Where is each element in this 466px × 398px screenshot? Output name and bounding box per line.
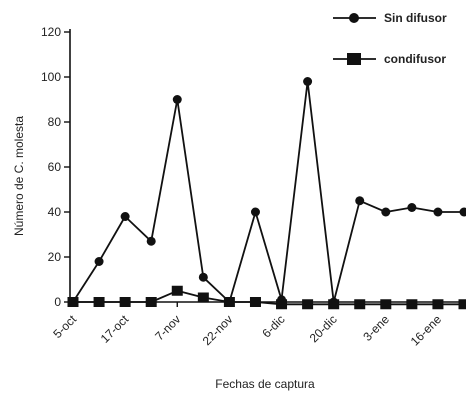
x-axis-title: Fechas de captura bbox=[215, 377, 315, 391]
legend-item: Sin difusor bbox=[333, 11, 447, 25]
data-point bbox=[198, 272, 208, 282]
legend-item: condifusor bbox=[333, 52, 446, 66]
series-layer bbox=[67, 77, 466, 310]
data-point bbox=[120, 212, 130, 221]
x-tick-label: 20-dic bbox=[307, 312, 340, 345]
x-axis: 5-oct 17-oct 7-nov 22-nov 6-dic 20-dic 3-ene 16… bbox=[50, 301, 466, 349]
data-point bbox=[302, 299, 314, 310]
data-point bbox=[171, 285, 183, 296]
x-tick-label: 16-ene bbox=[408, 312, 445, 349]
data-point bbox=[432, 299, 444, 310]
data-point bbox=[406, 299, 418, 310]
y-tick-label: 60 bbox=[48, 160, 62, 174]
x-tick-label: 6-dic bbox=[259, 312, 287, 340]
legend-marker bbox=[347, 53, 361, 65]
data-point bbox=[381, 207, 391, 217]
data-point bbox=[355, 196, 365, 206]
data-point bbox=[197, 292, 209, 303]
data-point bbox=[276, 299, 288, 310]
series-line bbox=[73, 289, 464, 306]
data-point bbox=[223, 297, 235, 307]
x-tick-label: 7-nov bbox=[152, 312, 183, 343]
data-point bbox=[380, 299, 392, 310]
data-point bbox=[119, 297, 131, 307]
data-point bbox=[458, 299, 466, 310]
series-2 bbox=[67, 285, 466, 310]
y-tick-label: 20 bbox=[48, 250, 62, 264]
data-point bbox=[146, 236, 156, 246]
data-point bbox=[433, 207, 443, 217]
data-point bbox=[93, 297, 105, 307]
legend-label: Sin difusor bbox=[384, 11, 447, 25]
y-tick-label: 40 bbox=[48, 205, 62, 219]
data-point bbox=[94, 257, 104, 266]
data-point bbox=[328, 299, 340, 310]
series-line bbox=[72, 80, 464, 303]
data-point bbox=[407, 203, 417, 212]
legend-marker bbox=[349, 13, 359, 23]
x-tick-label: 5-oct bbox=[50, 312, 79, 341]
y-tick-label: 120 bbox=[41, 25, 61, 39]
data-point bbox=[303, 77, 313, 86]
x-tick-label: 3-ene bbox=[360, 312, 392, 344]
data-point bbox=[354, 299, 366, 310]
data-point bbox=[249, 297, 261, 307]
y-axis-title: Número de C. molesta bbox=[12, 116, 26, 236]
legend-label: condifusor bbox=[384, 52, 446, 66]
data-point bbox=[459, 207, 466, 217]
data-point bbox=[250, 207, 260, 217]
y-axis: 0 20 40 60 80 100 120 bbox=[41, 25, 71, 309]
legend: Sin difusor condifusor bbox=[333, 11, 447, 66]
series-1 bbox=[68, 77, 466, 307]
x-tick-label: 17-oct bbox=[98, 312, 132, 346]
y-tick-label: 0 bbox=[54, 295, 61, 309]
y-tick-label: 100 bbox=[41, 70, 61, 84]
x-tick-label: 22-nov bbox=[200, 312, 236, 348]
y-tick-label: 80 bbox=[48, 115, 62, 129]
data-point bbox=[172, 95, 182, 104]
data-point bbox=[67, 297, 79, 307]
data-point bbox=[145, 297, 157, 307]
